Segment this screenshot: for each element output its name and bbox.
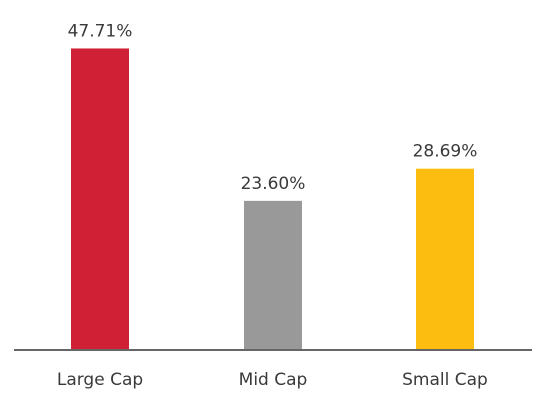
data-label-large-cap: 47.71% (68, 21, 133, 41)
data-label-small-cap: 28.69% (413, 142, 478, 162)
category-label-small-cap: Small Cap (402, 370, 488, 390)
bar-large-cap (71, 48, 129, 350)
category-label-large-cap: Large Cap (57, 370, 143, 390)
bar-mid-cap (244, 200, 302, 350)
bar-small-cap (416, 168, 474, 350)
category-labels-group: Large Cap Mid Cap Small Cap (57, 370, 488, 390)
category-label-mid-cap: Mid Cap (239, 370, 308, 390)
bars-group (71, 48, 474, 350)
value-labels-group: 47.71% 23.60% 28.69% (68, 21, 478, 193)
data-label-mid-cap: 23.60% (241, 174, 306, 194)
